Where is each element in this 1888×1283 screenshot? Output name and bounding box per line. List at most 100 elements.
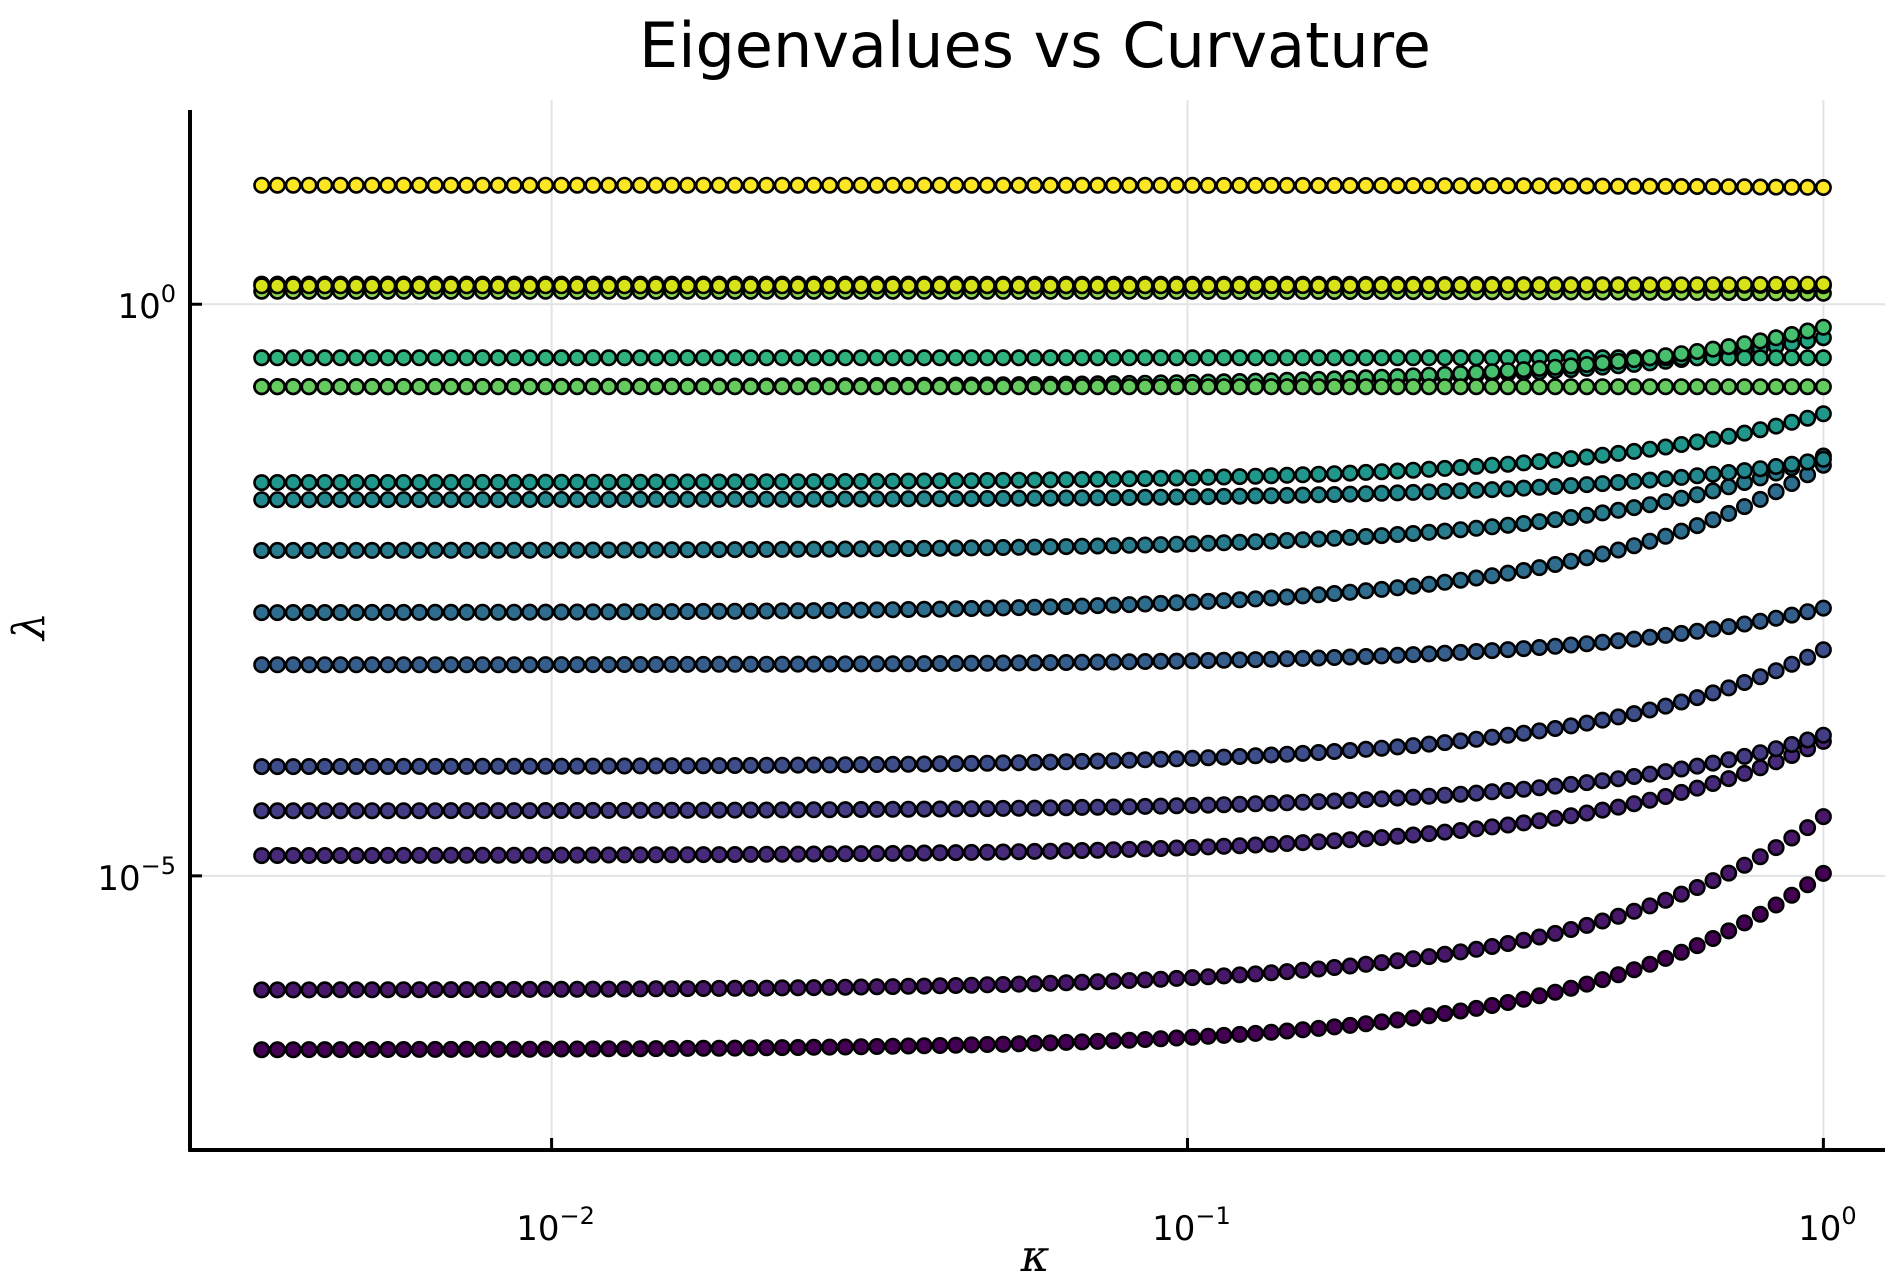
data-point	[1183, 838, 1201, 856]
data-point	[1562, 477, 1580, 495]
data-point	[868, 655, 886, 673]
data-point	[1294, 961, 1312, 979]
data-point	[757, 473, 775, 491]
data-point	[1120, 488, 1138, 506]
data-point	[379, 491, 397, 509]
data-point	[300, 349, 318, 367]
data-point	[663, 349, 681, 367]
data-point	[1278, 1022, 1296, 1040]
data-point	[962, 754, 980, 772]
data-point	[615, 801, 633, 819]
data-point	[742, 277, 760, 295]
data-point	[1641, 897, 1659, 915]
data-point	[552, 490, 570, 508]
data-point	[284, 802, 302, 820]
data-point	[584, 541, 602, 559]
data-point	[1373, 739, 1391, 757]
data-point	[1089, 489, 1107, 507]
data-point	[1215, 748, 1233, 766]
data-point	[1436, 349, 1454, 367]
data-point	[458, 981, 476, 999]
data-point	[1041, 598, 1059, 616]
data-point	[458, 603, 476, 621]
data-point	[915, 800, 933, 818]
data-point	[331, 491, 349, 509]
data-point	[284, 846, 302, 864]
data-point	[1294, 378, 1312, 396]
data-point	[1215, 378, 1233, 396]
data-point	[915, 1037, 933, 1055]
data-point	[458, 277, 476, 295]
data-point	[679, 757, 697, 775]
data-point	[884, 540, 902, 558]
data-point	[1625, 499, 1643, 517]
data-point	[1310, 465, 1328, 483]
data-point	[1594, 378, 1612, 396]
data-point	[994, 754, 1012, 772]
data-point	[868, 490, 886, 508]
axes	[188, 110, 1885, 1152]
data-point	[1168, 378, 1186, 396]
data-point	[1657, 276, 1675, 294]
data-point	[537, 1040, 555, 1058]
data-point	[584, 757, 602, 775]
data-point	[1609, 276, 1627, 294]
data-point	[426, 802, 444, 820]
data-point	[1057, 378, 1075, 396]
data-point	[1436, 945, 1454, 963]
data-point	[1168, 839, 1186, 857]
data-point	[1483, 456, 1501, 474]
data-point	[458, 378, 476, 396]
data-point	[1515, 780, 1533, 798]
data-point	[1736, 462, 1754, 480]
data-point	[679, 277, 697, 295]
data-point	[253, 491, 271, 509]
data-point	[757, 378, 775, 396]
data-point	[1688, 178, 1706, 196]
data-point	[899, 600, 917, 618]
data-point	[899, 800, 917, 818]
data-point	[1625, 630, 1643, 648]
data-point	[268, 541, 286, 559]
data-point	[1389, 484, 1407, 502]
data-point	[631, 490, 649, 508]
data-point	[1057, 489, 1075, 507]
data-point	[1199, 488, 1217, 506]
data-point	[1546, 451, 1564, 469]
data-point	[521, 980, 539, 998]
data-point	[1073, 653, 1091, 671]
data-point	[1026, 538, 1044, 556]
data-point	[379, 981, 397, 999]
data-point	[1483, 996, 1501, 1014]
data-point	[1467, 457, 1485, 475]
data-point	[1672, 885, 1690, 903]
data-point	[868, 540, 886, 558]
data-point	[489, 1040, 507, 1058]
data-point	[1278, 277, 1296, 295]
data-point	[1389, 952, 1407, 970]
data-point	[442, 802, 460, 820]
data-point	[1373, 276, 1391, 294]
data-point	[1751, 905, 1769, 923]
data-point	[1467, 349, 1485, 367]
data-point	[347, 473, 365, 491]
data-point	[710, 277, 728, 295]
data-point	[316, 176, 334, 194]
data-point	[505, 473, 523, 491]
data-point	[915, 539, 933, 557]
data-point	[268, 491, 286, 509]
data-point	[947, 176, 965, 194]
data-point	[710, 655, 728, 673]
data-point	[773, 602, 791, 620]
data-point	[410, 603, 428, 621]
data-point	[1215, 837, 1233, 855]
data-point	[1041, 974, 1059, 992]
data-point	[1168, 535, 1186, 553]
data-point	[868, 755, 886, 773]
data-point	[584, 473, 602, 491]
data-point	[1594, 633, 1612, 651]
data-point	[1294, 486, 1312, 504]
data-point	[1483, 481, 1501, 499]
data-point	[1609, 177, 1627, 195]
data-point	[931, 349, 949, 367]
